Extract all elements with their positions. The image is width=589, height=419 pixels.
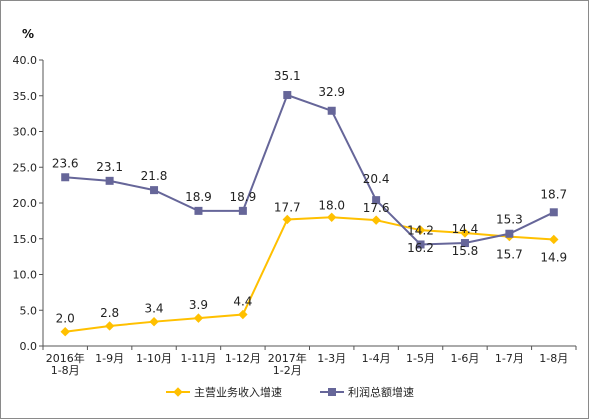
x-tick-label-line: 1-12月 — [225, 352, 261, 365]
series-2-point — [150, 186, 159, 195]
series-2-point — [283, 91, 292, 100]
series-2-data-label: 35.1 — [274, 69, 301, 83]
series-2-point — [372, 196, 381, 205]
x-tick-label-line: 1-3月 — [317, 352, 346, 365]
x-tick-label: 1-12月 — [225, 352, 261, 365]
x-tick-label: 1-11月 — [180, 352, 216, 365]
legend-swatch-marker — [173, 387, 183, 397]
y-tick-label: 30.0 — [13, 126, 38, 139]
series-1-data-label: 17.6 — [363, 201, 390, 215]
x-tick-label: 1-4月 — [362, 352, 391, 365]
y-tick-label: 40.0 — [13, 54, 38, 67]
data-labels: 2.0 2.8 3.4 3.9 4.4 17.7 18.0 17.6 16.2 15.8 15.7 1… — [52, 69, 567, 326]
x-tick-label-line: 2016年 — [46, 351, 85, 365]
x-tick-label-line: 1-2月 — [273, 364, 302, 377]
y-tick-label: 5.0 — [20, 304, 38, 317]
series-2-point — [105, 176, 114, 185]
series-2-point — [238, 206, 247, 215]
series-1-point — [149, 316, 159, 327]
x-tick-label-line: 1-7月 — [495, 352, 524, 365]
series-2-data-label: 20.4 — [363, 172, 390, 186]
series-1-data-label: 2.8 — [100, 306, 119, 320]
series — [60, 91, 559, 337]
x-tick-label-line: 1-5月 — [406, 352, 435, 365]
series-line-1 — [65, 216, 554, 333]
x-tick-label: 1-8月 — [539, 352, 568, 365]
series-line-2 — [65, 93, 555, 246]
series-2-data-label: 23.6 — [52, 156, 79, 170]
series-1-data-label: 4.4 — [233, 295, 252, 309]
series-1-point — [282, 214, 292, 225]
series-1-data-label: 17.7 — [274, 200, 301, 214]
unit-label: % — [22, 27, 34, 41]
series-1-data-label: 15.7 — [496, 248, 523, 262]
legend-label: 主营业务收入增速 — [194, 385, 282, 399]
series-1-data-label: 14.9 — [540, 250, 567, 264]
series-2-point — [549, 208, 558, 217]
y-tick-label: 0.0 — [20, 340, 38, 353]
series-2-data-label: 18.9 — [230, 190, 257, 204]
x-tick-label-line: 1-6月 — [450, 352, 479, 365]
x-tick-label-line: 1-11月 — [180, 352, 216, 365]
series-1-data-label: 15.8 — [452, 244, 479, 258]
series-2-point — [194, 206, 203, 215]
axes — [39, 59, 577, 350]
x-tick-label: 1-5月 — [406, 352, 435, 365]
series-2-data-label: 18.7 — [540, 187, 567, 201]
series-2-data-label: 23.1 — [96, 160, 123, 174]
x-tick-label-line: 1-4月 — [362, 352, 391, 365]
series-2-point — [505, 229, 514, 238]
y-tick-label: 15.0 — [13, 233, 38, 246]
series-2-data-label: 32.9 — [318, 85, 345, 99]
series-1-point — [460, 228, 470, 238]
y-tick-label: 35.0 — [13, 90, 38, 103]
series-2-point — [327, 106, 336, 115]
x-tick-label: 1-3月 — [317, 352, 346, 365]
series-1-point — [60, 326, 70, 337]
series-2-point — [61, 173, 70, 182]
series-1-point — [371, 215, 381, 225]
x-tick-label-line: 1-10月 — [136, 352, 172, 365]
series-2-data-label: 21.8 — [141, 169, 168, 183]
x-tick-labels: 2016年 1-8月1-9月 1-10月 1-11月 1-12月 2017年 1-2月1-3… — [46, 351, 569, 377]
x-tick-label: 2016年 1-8月 — [46, 351, 85, 377]
series-1-data-label: 3.4 — [144, 302, 163, 316]
series-2-point — [460, 239, 469, 248]
series-2-data-label: 14.4 — [452, 222, 479, 236]
x-tick-label-line: 1-9月 — [95, 352, 124, 365]
x-tick-label-line: 1-8月 — [51, 364, 80, 377]
y-tick-label: 25.0 — [13, 161, 38, 174]
series-1-point — [104, 321, 115, 331]
series-1-data-label: 3.9 — [189, 298, 208, 312]
series-2-data-label: 18.9 — [185, 190, 212, 204]
series-1-point — [238, 309, 248, 320]
x-tick-label: 1-9月 — [95, 352, 124, 365]
legend-swatch-marker — [328, 388, 336, 396]
x-tick-label: 1-7月 — [495, 352, 524, 365]
series-1-data-label: 16.2 — [407, 241, 434, 255]
x-tick-label: 2017年 1-2月 — [268, 351, 307, 377]
x-tick-label-line: 1-8月 — [539, 352, 568, 365]
series-1-data-label: 2.0 — [56, 312, 75, 326]
series-2-data-label: 15.3 — [496, 213, 523, 227]
y-tick-label: 20.0 — [13, 197, 38, 210]
series-1-point — [415, 225, 426, 235]
series-1-data-label: 18.0 — [318, 198, 345, 212]
legend-label: 利润总额增速 — [348, 385, 414, 399]
series-1-point — [193, 313, 204, 323]
series-1-point — [327, 212, 337, 223]
y-tick-labels: 0.0 5.0 10.0 15.0 20.0 25.0 30.0 35.0 40.0 — [13, 54, 38, 353]
x-tick-label-line: 2017年 — [268, 351, 307, 365]
y-tick-label: 10.0 — [13, 269, 38, 282]
x-tick-label: 1-10月 — [136, 352, 172, 365]
series-1-point — [549, 234, 559, 245]
x-tick-label: 1-6月 — [450, 352, 479, 365]
series-2-data-label: 14.2 — [407, 223, 434, 237]
series-2-point — [416, 240, 425, 249]
legend: 主营业务收入增速 利润总额增速 — [166, 385, 414, 399]
